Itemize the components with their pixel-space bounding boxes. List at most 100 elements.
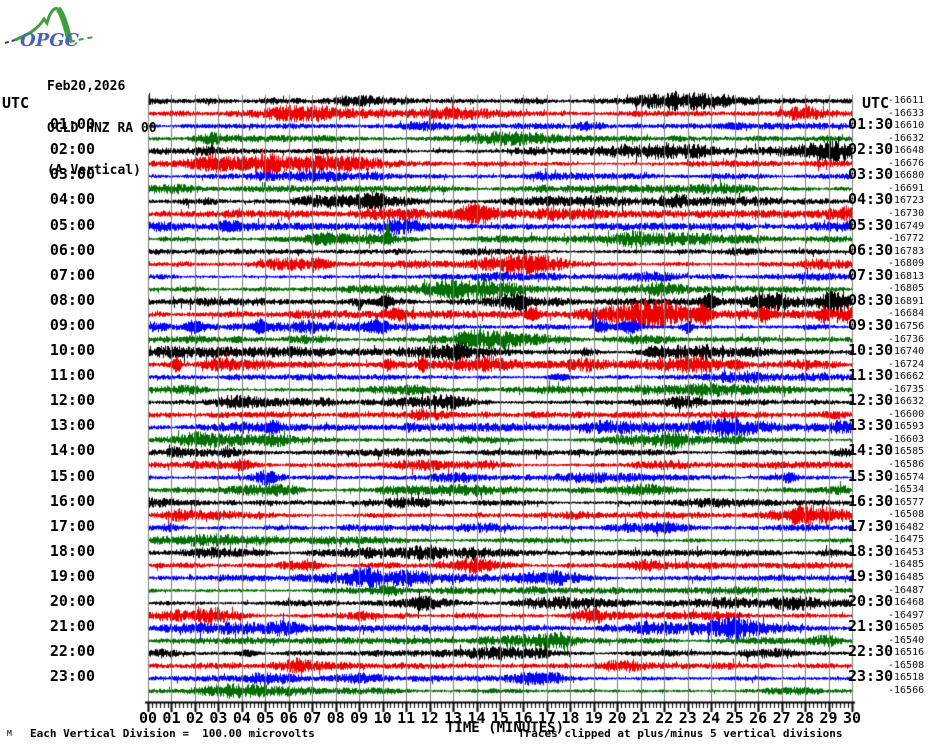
- row-mean-value: -16508: [888, 509, 925, 521]
- row-start-time-label: 22:00: [49, 642, 95, 661]
- row-start-time-label: 02:00: [49, 140, 95, 159]
- x-tick-label: 13: [444, 709, 463, 727]
- row-start-time-label: 09:00: [49, 315, 95, 334]
- row-start-time-label: 12:00: [49, 391, 95, 410]
- row-mean-value: -16534: [888, 484, 925, 496]
- x-tick-label: 28: [796, 709, 815, 727]
- row-start-time-label: 18:00: [49, 541, 95, 560]
- row-end-time-label: 12:30: [848, 391, 894, 410]
- footer-right-note: Traces clipped at plus/minus 5 vertical …: [518, 727, 843, 740]
- x-tick-label: 19: [584, 709, 603, 727]
- row-mean-value: -16585: [888, 446, 925, 458]
- row-end-time-label: 08:30: [848, 290, 894, 309]
- x-tick-label: 04: [232, 709, 251, 727]
- row-start-time-label: 13:00: [49, 416, 95, 435]
- x-tick-label: 15: [490, 709, 510, 727]
- header-block: Feb20,2026 OCLD HNZ RA 00 (A Vertical): [47, 52, 157, 206]
- x-tick-label: 30: [842, 709, 862, 727]
- row-mean-value: -16497: [888, 609, 925, 621]
- row-end-time-label: 05:30: [848, 215, 894, 234]
- x-tick-label: 08: [326, 709, 345, 727]
- row-end-time-label: 22:30: [848, 642, 894, 661]
- row-end-time-label: 03:30: [848, 165, 894, 184]
- row-mean-value: -16783: [888, 245, 925, 257]
- row-end-time-label: 14:30: [848, 441, 894, 460]
- x-tick-label: 20: [608, 709, 627, 727]
- row-mean-value: -16740: [888, 346, 925, 358]
- row-start-time-label: 19:00: [49, 567, 95, 585]
- row-start-time-label: 04:00: [49, 190, 95, 209]
- row-mean-value: -16724: [888, 358, 925, 370]
- corner-glyph: M: [7, 729, 12, 738]
- row-mean-value: -16475: [888, 534, 925, 546]
- row-mean-value: -16593: [888, 421, 925, 433]
- x-tick-label: 21: [631, 709, 650, 727]
- row-mean-value: -16633: [888, 107, 925, 119]
- row-mean-value: -16468: [888, 597, 925, 609]
- row-mean-value: -16586: [888, 459, 925, 471]
- row-mean-value: -16632: [888, 132, 925, 144]
- row-end-time-label: 06:30: [848, 240, 894, 259]
- x-axis-title: TIME (MINUTES): [446, 720, 565, 736]
- row-mean-value: -16756: [888, 320, 925, 332]
- row-mean-value: -16730: [888, 207, 925, 219]
- x-tick-label: 14: [467, 709, 486, 727]
- row-mean-value: -16505: [888, 622, 925, 634]
- row-start-time-label: 11:00: [49, 366, 95, 385]
- x-tick-label: 02: [185, 709, 204, 727]
- row-end-time-label: 04:30: [848, 190, 894, 209]
- x-tick-label: 10: [373, 709, 392, 727]
- opgc-logo: OPGC: [4, 6, 97, 51]
- row-mean-value: -16600: [888, 408, 925, 420]
- row-start-time-label: 10:00: [49, 341, 95, 360]
- row-mean-value: -16676: [888, 157, 925, 169]
- row-start-time-label: 15:00: [49, 466, 95, 485]
- row-mean-value: -16684: [888, 308, 925, 320]
- row-mean-value: -16485: [888, 572, 925, 583]
- row-mean-value: -16508: [888, 659, 925, 671]
- row-end-time-label: 01:30: [848, 115, 894, 134]
- x-tick-label: 03: [209, 709, 228, 727]
- x-tick-label: 26: [749, 709, 768, 727]
- row-mean-value: -16574: [888, 471, 925, 483]
- row-mean-value: -16516: [888, 647, 925, 659]
- row-mean-value: -16577: [888, 496, 925, 508]
- x-tick-label: 29: [819, 709, 838, 727]
- row-mean-value: -16487: [888, 584, 925, 596]
- row-start-time-label: 21:00: [49, 617, 95, 636]
- logo-dash-right: [69, 36, 97, 43]
- row-mean-value: -16691: [888, 182, 925, 194]
- row-mean-value: -16610: [888, 120, 925, 132]
- row-mean-value: -16805: [888, 283, 925, 295]
- x-tick-label: 00: [138, 709, 158, 727]
- logo-green-rise: [14, 7, 59, 42]
- row-end-time-label: 10:30: [848, 341, 894, 360]
- row-end-time-label: 02:30: [848, 140, 894, 159]
- row-end-time-label: 19:30: [848, 567, 894, 585]
- row-start-time-label: 07:00: [49, 265, 95, 284]
- x-tick-label: 01: [162, 709, 181, 727]
- row-end-time-label: 18:30: [848, 541, 894, 560]
- row-mean-value: -16891: [888, 295, 925, 307]
- x-tick-label: 27: [772, 709, 791, 727]
- x-tick-label: 16: [514, 709, 533, 727]
- row-mean-value: -16680: [888, 170, 925, 182]
- logo-green-fall: [55, 6, 73, 43]
- x-tick-label: 12: [420, 709, 439, 727]
- header-component: (A Vertical): [47, 163, 141, 178]
- x-tick-label: 22: [655, 709, 674, 727]
- x-tick-label: 11: [397, 709, 416, 727]
- row-end-time-label: 11:30: [848, 366, 894, 385]
- row-mean-value: -16809: [888, 258, 925, 270]
- x-tick-label: 17: [537, 709, 556, 727]
- row-start-time-label: 23:00: [49, 667, 95, 686]
- row-end-time-label: 23:30: [848, 667, 894, 686]
- row-start-time-label: 06:00: [49, 240, 95, 259]
- row-mean-value: -16632: [888, 396, 925, 408]
- utc-label-left: UTC: [2, 94, 30, 112]
- row-end-time-label: 13:30: [848, 416, 894, 435]
- footer-left-note: Each Vertical Division = 100.00 microvol…: [30, 727, 315, 740]
- row-start-time-label: 20:00: [49, 592, 95, 611]
- row-start-time-label: 03:00: [49, 165, 95, 184]
